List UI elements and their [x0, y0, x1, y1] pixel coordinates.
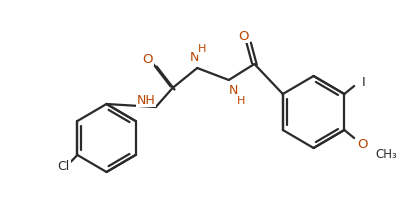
Text: H: H [236, 96, 244, 106]
Text: H: H [197, 44, 206, 54]
Text: I: I [361, 75, 365, 88]
Text: O: O [356, 138, 367, 151]
Text: N: N [189, 50, 198, 63]
Text: O: O [142, 52, 153, 65]
Text: N: N [229, 84, 238, 97]
Text: NH: NH [136, 94, 155, 107]
Text: CH₃: CH₃ [375, 148, 397, 161]
Text: O: O [238, 30, 248, 43]
Text: Cl: Cl [57, 161, 70, 174]
